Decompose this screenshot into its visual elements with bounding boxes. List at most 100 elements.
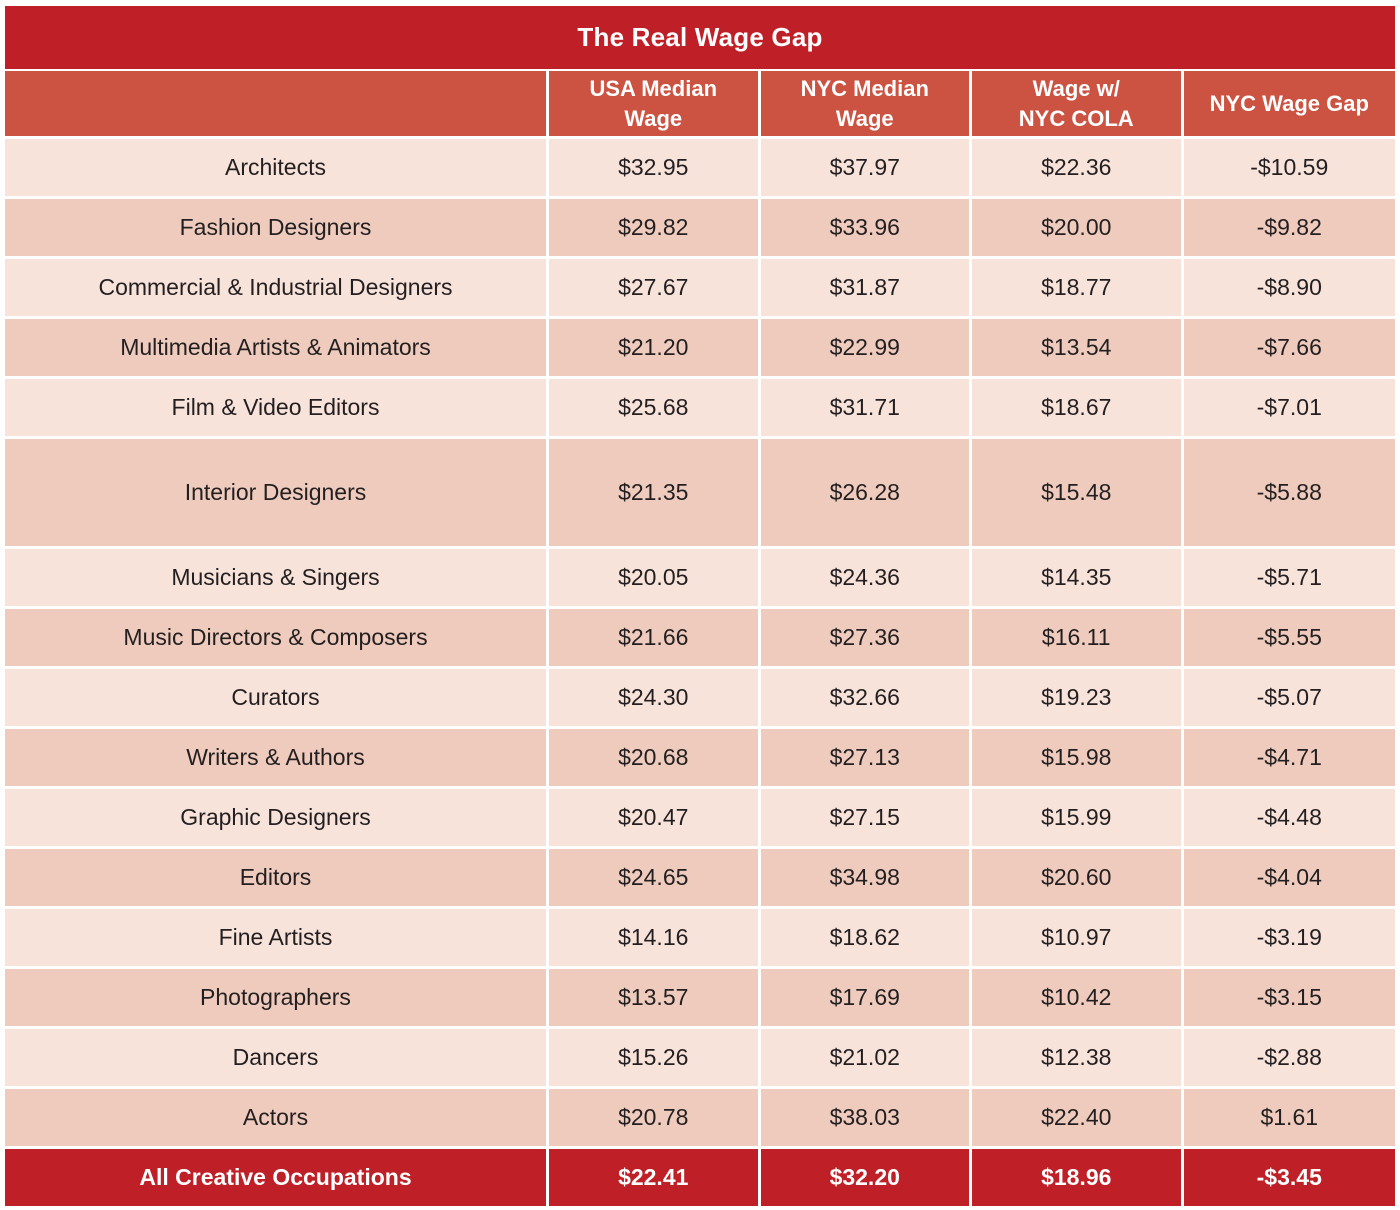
cell-occupation: Architects [5, 139, 549, 199]
cell-occupation: Musicians & Singers [5, 549, 549, 609]
cell-wage-gap: -$4.04 [1183, 849, 1395, 909]
cell-wage-cola: $18.67 [972, 379, 1184, 439]
cell-nyc-median: $21.02 [760, 1029, 972, 1089]
cell-wage-cola: $18.77 [972, 259, 1184, 319]
cell-wage-gap: -$3.15 [1183, 969, 1395, 1029]
cell-nyc-median: $17.69 [760, 969, 972, 1029]
table-row: Multimedia Artists & Animators $21.20 $22.… [5, 319, 1395, 379]
cell-nyc-median: $32.66 [760, 669, 972, 729]
cell-occupation: Music Directors & Composers [5, 609, 549, 669]
table-row: Graphic Designers $20.47 $27.15 $15.99 -$4.4… [5, 789, 1395, 849]
table-row: Photographers $13.57 $17.69 $10.42 -$3.15 [5, 969, 1395, 1029]
table-row: Dancers $15.26 $21.02 $12.38 -$2.88 [5, 1029, 1395, 1089]
table-row: Fine Artists $14.16 $18.62 $10.97 -$3.19 [5, 909, 1395, 969]
cell-nyc-median: $24.36 [760, 549, 972, 609]
cell-usa-median: $25.68 [549, 379, 761, 439]
cell-nyc-median: $18.62 [760, 909, 972, 969]
table-row: Film & Video Editors $25.68 $31.71 $18.67 -$… [5, 379, 1395, 439]
cell-occupation: Editors [5, 849, 549, 909]
total-cola: $18.96 [972, 1149, 1184, 1206]
cell-wage-gap: $1.61 [1183, 1089, 1395, 1149]
cell-usa-median: $13.57 [549, 969, 761, 1029]
cell-wage-gap: -$7.01 [1183, 379, 1395, 439]
cell-wage-gap: -$4.71 [1183, 729, 1395, 789]
cell-occupation: Fine Artists [5, 909, 549, 969]
cell-wage-cola: $15.98 [972, 729, 1184, 789]
cell-nyc-median: $38.03 [760, 1089, 972, 1149]
wage-gap-table-container: The Real Wage Gap USA Median Wage NYC Med… [5, 6, 1395, 1206]
header-nyc-median-wage: NYC Median Wage [760, 71, 972, 139]
cell-usa-median: $24.65 [549, 849, 761, 909]
cell-wage-gap: -$5.55 [1183, 609, 1395, 669]
cell-occupation: Photographers [5, 969, 549, 1029]
cell-nyc-median: $27.15 [760, 789, 972, 849]
total-gap: -$3.45 [1183, 1149, 1395, 1206]
total-occupation: All Creative Occupations [5, 1149, 549, 1206]
cell-nyc-median: $37.97 [760, 139, 972, 199]
table-row: Architects $32.95 $37.97 $22.36 -$10.59 [5, 139, 1395, 199]
table-row: Interior Designers $21.35 $26.28 $15.48 -$5.… [5, 439, 1395, 549]
cell-occupation: Dancers [5, 1029, 549, 1089]
table-title: The Real Wage Gap [5, 6, 1395, 69]
cell-usa-median: $20.47 [549, 789, 761, 849]
cell-wage-gap: -$2.88 [1183, 1029, 1395, 1089]
cell-wage-gap: -$4.48 [1183, 789, 1395, 849]
table-row: Curators $24.30 $32.66 $19.23 -$5.07 [5, 669, 1395, 729]
cell-occupation: Film & Video Editors [5, 379, 549, 439]
cell-usa-median: $21.66 [549, 609, 761, 669]
cell-occupation: Graphic Designers [5, 789, 549, 849]
cell-usa-median: $14.16 [549, 909, 761, 969]
total-nyc: $32.20 [760, 1149, 972, 1206]
cell-wage-cola: $16.11 [972, 609, 1184, 669]
wage-gap-table: USA Median Wage NYC Median Wage Wage w/NYC… [5, 71, 1395, 1206]
cell-usa-median: $15.26 [549, 1029, 761, 1089]
table-row: Actors $20.78 $38.03 $22.40 $1.61 [5, 1089, 1395, 1149]
header-usa-median-wage: USA Median Wage [549, 71, 761, 139]
cell-usa-median: $21.35 [549, 439, 761, 549]
total-row: All Creative Occupations $22.41 $32.20 $… [5, 1149, 1395, 1206]
cell-nyc-median: $22.99 [760, 319, 972, 379]
cell-wage-gap: -$9.82 [1183, 199, 1395, 259]
cell-wage-gap: -$3.19 [1183, 909, 1395, 969]
table-row: Musicians & Singers $20.05 $24.36 $14.35 -$5… [5, 549, 1395, 609]
cell-wage-gap: -$5.71 [1183, 549, 1395, 609]
cell-wage-gap: -$8.90 [1183, 259, 1395, 319]
cell-usa-median: $20.68 [549, 729, 761, 789]
cell-wage-cola: $10.97 [972, 909, 1184, 969]
cell-usa-median: $32.95 [549, 139, 761, 199]
cell-nyc-median: $27.13 [760, 729, 972, 789]
cell-wage-gap: -$7.66 [1183, 319, 1395, 379]
table-row: Writers & Authors $20.68 $27.13 $15.98 -$4.7… [5, 729, 1395, 789]
cell-occupation: Curators [5, 669, 549, 729]
cell-usa-median: $27.67 [549, 259, 761, 319]
cell-wage-cola: $12.38 [972, 1029, 1184, 1089]
header-occupation [5, 71, 549, 139]
header-nyc-wage-gap: NYC Wage Gap [1183, 71, 1395, 139]
cell-usa-median: $29.82 [549, 199, 761, 259]
cell-wage-cola: $22.36 [972, 139, 1184, 199]
cell-wage-cola: $10.42 [972, 969, 1184, 1029]
table-row: Commercial & Industrial Designers $27.67 $… [5, 259, 1395, 319]
cell-usa-median: $20.05 [549, 549, 761, 609]
cell-occupation: Commercial & Industrial Designers [5, 259, 549, 319]
cell-nyc-median: $27.36 [760, 609, 972, 669]
cell-wage-cola: $22.40 [972, 1089, 1184, 1149]
cell-nyc-median: $31.87 [760, 259, 972, 319]
cell-nyc-median: $26.28 [760, 439, 972, 549]
header-row: USA Median Wage NYC Median Wage Wage w/NYC… [5, 71, 1395, 139]
cell-usa-median: $21.20 [549, 319, 761, 379]
cell-wage-cola: $15.99 [972, 789, 1184, 849]
cell-occupation: Writers & Authors [5, 729, 549, 789]
cell-nyc-median: $34.98 [760, 849, 972, 909]
cell-occupation: Fashion Designers [5, 199, 549, 259]
cell-wage-gap: -$5.88 [1183, 439, 1395, 549]
cell-nyc-median: $33.96 [760, 199, 972, 259]
cell-nyc-median: $31.71 [760, 379, 972, 439]
cell-occupation: Interior Designers [5, 439, 549, 549]
cell-wage-cola: $19.23 [972, 669, 1184, 729]
cell-wage-gap: -$5.07 [1183, 669, 1395, 729]
cell-occupation: Actors [5, 1089, 549, 1149]
table-row: Editors $24.65 $34.98 $20.60 -$4.04 [5, 849, 1395, 909]
cell-wage-cola: $14.35 [972, 549, 1184, 609]
total-usa: $22.41 [549, 1149, 761, 1206]
